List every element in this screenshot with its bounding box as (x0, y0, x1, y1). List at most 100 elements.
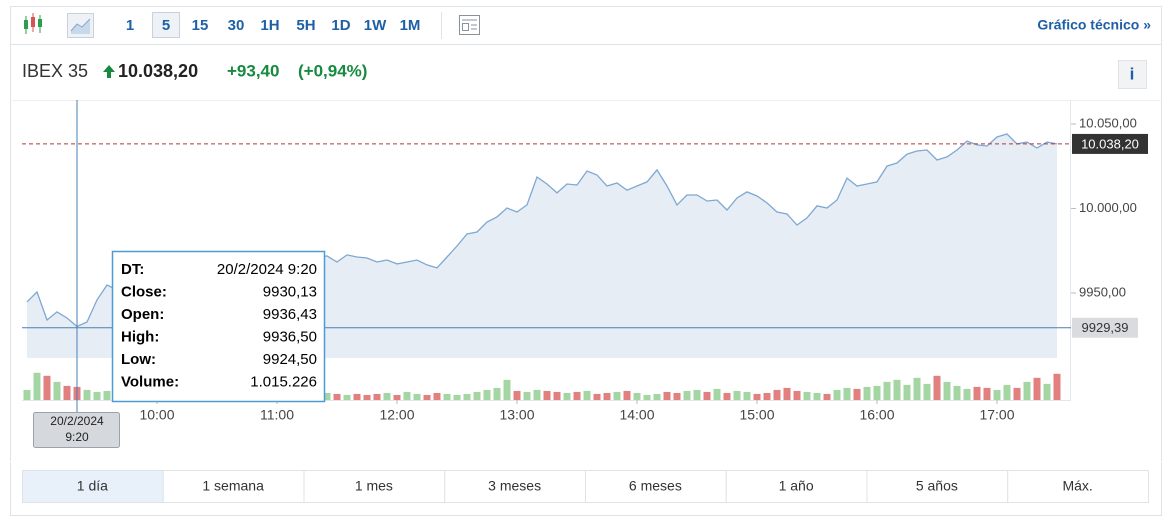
volume-bar (983, 387, 991, 400)
volume-bar (1033, 377, 1041, 400)
volume-bar (713, 388, 721, 400)
volume-bar (1043, 383, 1051, 400)
tooltip-value: 9936,43 (263, 306, 317, 323)
x-tick-label: 10:00 (139, 407, 174, 423)
volume-bar (783, 387, 791, 400)
tooltip-value: 9930,13 (263, 283, 317, 300)
volume-bar (763, 392, 771, 400)
tooltip-label: Open: (121, 306, 164, 323)
volume-bar (693, 389, 701, 400)
period-label[interactable]: 3 meses (488, 478, 541, 494)
volume-bar (23, 389, 31, 400)
volume-bar (53, 381, 61, 400)
tooltip-label: DT: (121, 261, 144, 278)
crosshair-time: 9:20 (65, 430, 89, 444)
volume-bar (873, 385, 881, 400)
y-tick-label: 10.050,00 (1079, 115, 1137, 130)
period-label[interactable]: 1 año (779, 478, 814, 494)
tooltip-label: Volume: (121, 373, 179, 390)
volume-bar (813, 392, 821, 400)
volume-bar (333, 393, 341, 400)
interval-button[interactable]: 30 (228, 17, 245, 34)
volume-bar (803, 391, 811, 400)
crosshair-price-box (1072, 317, 1138, 338)
volume-bar (343, 394, 351, 400)
volume-bar (373, 393, 381, 400)
volume-bar (63, 385, 71, 400)
volume-bar (573, 391, 581, 400)
volume-bar (903, 384, 911, 400)
info-button[interactable]: i (1130, 64, 1135, 83)
period-label[interactable]: 5 años (916, 478, 958, 494)
crosshair-date: 20/2/2024 (50, 414, 104, 428)
volume-bar (563, 392, 571, 400)
volume-bar (363, 394, 371, 400)
technical-chart-link[interactable]: Gráfico técnico » (1037, 17, 1151, 33)
crosshair-price-label: 9929,39 (1082, 320, 1129, 335)
candles-icon[interactable] (24, 13, 42, 34)
period-tab[interactable] (866, 470, 1009, 503)
volume-bar (413, 393, 421, 400)
volume-bar (943, 381, 951, 400)
volume-bar (683, 390, 691, 400)
volume-bar (1023, 381, 1031, 400)
period-tab[interactable] (444, 470, 586, 503)
volume-bar (103, 390, 111, 400)
tooltip-value: 9936,50 (263, 328, 317, 345)
volume-bar (953, 385, 961, 400)
volume-bar (513, 390, 521, 400)
volume-bar (663, 391, 671, 400)
period-label[interactable]: Máx. (1062, 478, 1092, 494)
y-tick-label: 10.000,00 (1079, 200, 1137, 215)
volume-bar (913, 377, 921, 400)
x-tick-label: 13:00 (499, 407, 534, 423)
last-price-label: 10.038,20 (1081, 136, 1139, 151)
volume-bar (383, 392, 391, 400)
period-tab[interactable] (1007, 470, 1149, 503)
news-icon[interactable] (459, 15, 480, 35)
volume-bar (1003, 384, 1011, 400)
volume-bar (893, 379, 901, 400)
volume-bar (43, 375, 51, 400)
volume-bar (603, 392, 611, 400)
period-label[interactable]: 1 semana (202, 478, 264, 494)
interval-button[interactable]: 5 (162, 17, 170, 34)
interval-button[interactable]: 1M (400, 17, 421, 34)
volume-bar (353, 393, 361, 400)
volume-bar (533, 389, 541, 400)
volume-bar (973, 386, 981, 400)
volume-bar (503, 379, 511, 400)
info-button-box[interactable] (1118, 60, 1147, 89)
period-label[interactable]: 6 meses (629, 478, 682, 494)
period-tab[interactable] (303, 470, 446, 503)
volume-bar (323, 392, 331, 400)
active-interval-box (152, 12, 180, 38)
volume-bar (993, 389, 1001, 400)
volume-bar (653, 393, 661, 400)
volume-bar (823, 393, 831, 400)
x-tick-label: 16:00 (859, 407, 894, 423)
period-label[interactable]: 1 día (77, 478, 108, 494)
interval-button[interactable]: 1H (260, 17, 279, 34)
up-arrow (103, 65, 115, 78)
volume-bar (793, 390, 801, 400)
tooltip-box (111, 250, 326, 403)
volume-bar (733, 390, 741, 400)
volume-bar (853, 388, 861, 400)
tooltip-value: 1.015.226 (250, 373, 317, 390)
volume-bar (423, 394, 431, 400)
volume-bar (623, 390, 631, 400)
volume-bar (843, 387, 851, 400)
x-tick-label: 11:00 (260, 407, 294, 423)
instrument-name: IBEX 35 (22, 61, 88, 81)
interval-button[interactable]: 5H (296, 17, 315, 34)
volume-bar (633, 392, 641, 400)
period-label[interactable]: 1 mes (355, 478, 393, 494)
interval-button[interactable]: 1 (126, 17, 134, 34)
interval-button[interactable]: 1W (364, 17, 387, 34)
volume-bar (553, 391, 561, 400)
interval-button[interactable]: 15 (192, 17, 209, 34)
x-tick-label: 14:00 (619, 407, 654, 423)
area-icon[interactable] (67, 13, 94, 38)
interval-button[interactable]: 1D (331, 17, 350, 34)
